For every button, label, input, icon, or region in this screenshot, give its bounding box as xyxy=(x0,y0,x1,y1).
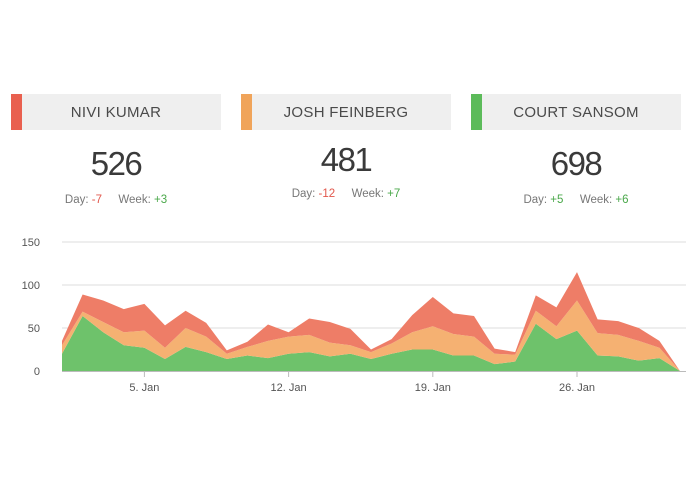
week-change: +6 xyxy=(615,194,629,206)
y-tick-label: 100 xyxy=(22,280,40,292)
day-change: -7 xyxy=(91,194,102,206)
card-accent xyxy=(11,94,22,130)
y-tick-label: 150 xyxy=(22,237,40,249)
area-series-1 xyxy=(62,315,680,371)
x-tick-label: 19. Jan xyxy=(415,382,451,394)
day-change: +5 xyxy=(550,194,564,206)
axes: 0 50 100 150 5. Jan 12. Jan 19. Jan 26. Jan xyxy=(22,237,686,394)
user-card-josh: JOSH FEINBERG 481 Day: -12 Week: +7 xyxy=(241,94,451,200)
card-value: 481 xyxy=(320,141,373,178)
user-card-nivi: NIVI KUMAR 526 Day: -7 Week: +3 xyxy=(11,94,221,206)
card-value: 526 xyxy=(90,145,143,182)
x-tick-label: 26. Jan xyxy=(559,382,595,394)
card-accent xyxy=(471,94,482,130)
card-value: 698 xyxy=(550,145,603,182)
card-header: JOSH FEINBERG xyxy=(241,94,451,130)
area-series-2 xyxy=(62,300,680,371)
week-change: +7 xyxy=(387,188,401,200)
y-tick-label: 0 xyxy=(34,366,40,378)
card-name: NIVI KUMAR xyxy=(70,103,162,121)
card-header: COURT SANSOM xyxy=(471,94,681,130)
card-name: COURT SANSOM xyxy=(513,103,639,121)
week-label: Week: xyxy=(351,188,384,200)
card-name: JOSH FEINBERG xyxy=(283,103,409,121)
card-accent xyxy=(241,94,252,130)
week-change: +3 xyxy=(153,194,168,206)
day-label: Day: xyxy=(523,194,548,206)
week-label: Week: xyxy=(118,194,151,206)
area-series xyxy=(62,272,680,371)
area-series-3 xyxy=(62,272,680,371)
day-label: Day: xyxy=(64,194,89,206)
day-change: -12 xyxy=(318,188,336,200)
user-card-court: COURT SANSOM 698 Day: +5 Week: +6 xyxy=(471,94,681,206)
y-tick-label: 50 xyxy=(28,323,40,335)
x-tick-label: 12. Jan xyxy=(271,382,307,394)
stacked-area-chart: 0 50 100 150 5. Jan 12. Jan 19. Jan 26. Jan xyxy=(22,237,686,394)
card-stats: Day: -7 Week: +3 xyxy=(11,194,221,206)
card-stats: Day: -12 Week: +7 xyxy=(241,188,451,200)
card-stats: Day: +5 Week: +6 xyxy=(471,194,681,206)
week-label: Week: xyxy=(579,194,613,206)
card-header: NIVI KUMAR xyxy=(11,94,221,130)
day-label: Day: xyxy=(291,188,316,200)
x-tick-label: 5. Jan xyxy=(129,382,159,394)
